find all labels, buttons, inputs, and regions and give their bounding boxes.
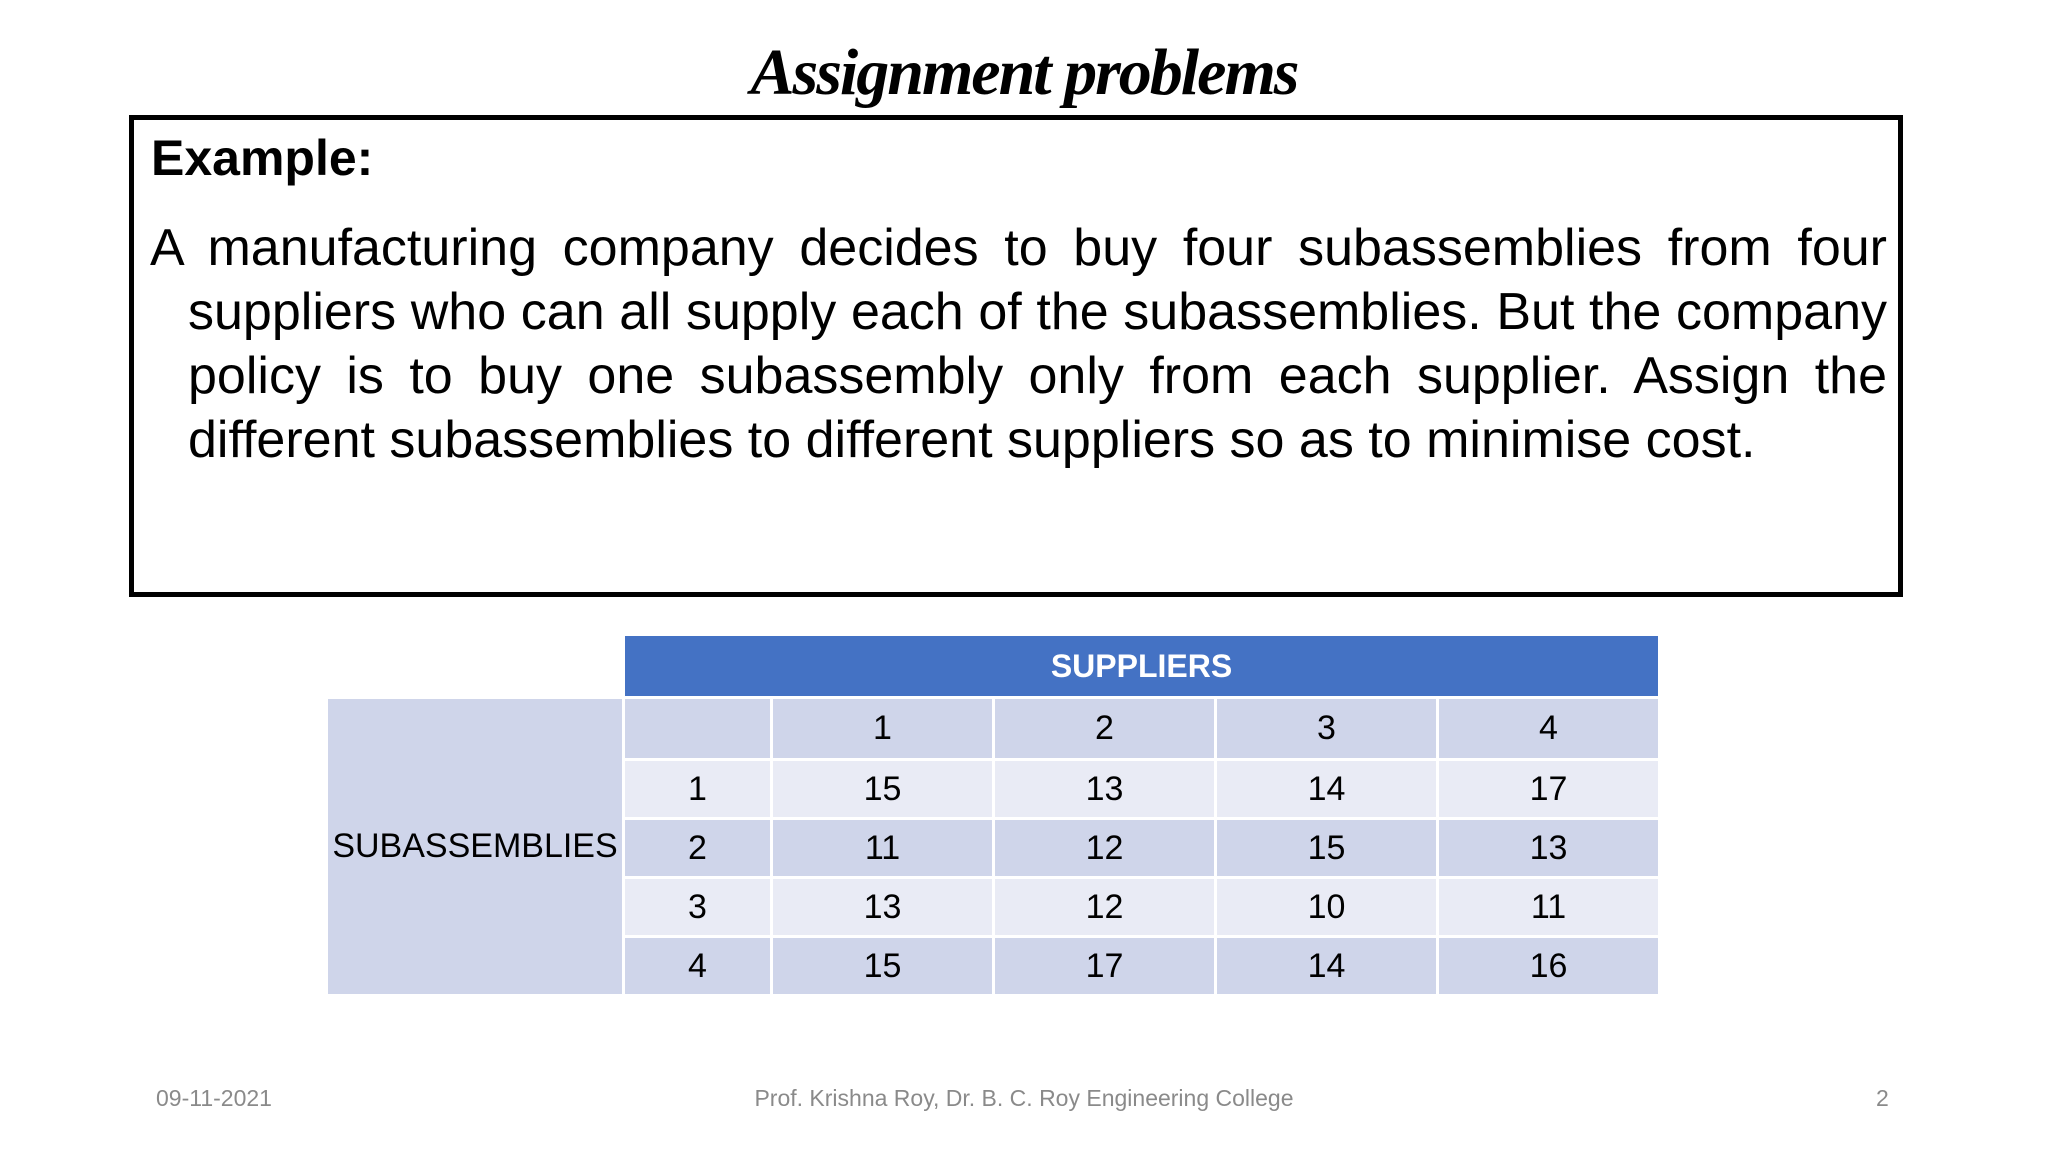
slide-title: Assignment problems — [750, 36, 1300, 109]
suppliers-header: SUPPLIERS — [625, 636, 1661, 699]
cost-table: SUPPLIERS SUBASSEMBLIES 1 2 3 4 1 15 13 … — [328, 636, 1661, 997]
cost-cell: 17 — [995, 938, 1217, 997]
page-number: 2 — [1876, 1085, 1889, 1111]
example-text: A manufacturing company decides to buy f… — [150, 219, 1887, 469]
row-label: 1 — [625, 761, 773, 820]
example-box: Example: A manufacturing company decides… — [129, 115, 1903, 597]
subassemblies-label: SUBASSEMBLIES — [328, 699, 625, 997]
column-header-blank — [625, 699, 773, 761]
cost-cell: 14 — [1217, 761, 1439, 820]
cost-cell: 17 — [1439, 761, 1661, 820]
cost-cell: 12 — [995, 879, 1217, 938]
cost-cell: 12 — [995, 820, 1217, 879]
cost-cell: 15 — [1217, 820, 1439, 879]
column-header: 4 — [1439, 699, 1661, 761]
table-row: 2 11 12 15 13 — [328, 820, 1661, 879]
table-row: 1 15 13 14 17 — [328, 761, 1661, 820]
cost-cell: 13 — [773, 879, 995, 938]
row-label: 2 — [625, 820, 773, 879]
example-heading: Example: — [151, 130, 374, 186]
cost-cell: 16 — [1439, 938, 1661, 997]
column-header: 1 — [773, 699, 995, 761]
cost-cell: 11 — [1439, 879, 1661, 938]
column-header: 2 — [995, 699, 1217, 761]
table-row: 4 15 17 14 16 — [328, 938, 1661, 997]
row-label: 3 — [625, 879, 773, 938]
row-label: 4 — [625, 938, 773, 997]
footer-date: 09-11-2021 — [156, 1085, 272, 1111]
table-row: 3 13 12 10 11 — [328, 879, 1661, 938]
cost-cell: 14 — [1217, 938, 1439, 997]
footer-author: Prof. Krishna Roy, Dr. B. C. Roy Enginee… — [754, 1085, 1294, 1111]
cost-cell: 13 — [995, 761, 1217, 820]
cost-cell: 11 — [773, 820, 995, 879]
cost-cell: 10 — [1217, 879, 1439, 938]
cost-cell: 15 — [773, 761, 995, 820]
table-corner-empty — [328, 636, 625, 699]
cost-cell: 15 — [773, 938, 995, 997]
column-header: 3 — [1217, 699, 1439, 761]
cost-cell: 13 — [1439, 820, 1661, 879]
